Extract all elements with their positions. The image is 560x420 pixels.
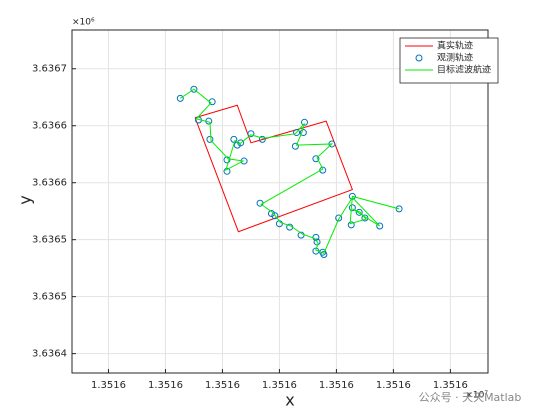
- marker: [190, 85, 198, 93]
- x-tick-label: 1.3516: [205, 380, 240, 391]
- marker: [291, 142, 299, 150]
- marker: [376, 222, 384, 230]
- legend-label: 真实轨迹: [437, 40, 473, 52]
- y-tick-label: 3.6366: [32, 178, 67, 189]
- marker: [355, 208, 363, 216]
- grid: [72, 30, 488, 373]
- y-multiplier: ×10⁶: [72, 18, 95, 28]
- legend-label: 目标滤波航迹: [437, 64, 491, 76]
- x-tick-label: 1.3516: [262, 380, 297, 391]
- marker: [206, 135, 214, 143]
- marker: [299, 129, 307, 137]
- y-tick-label: 3.6366: [32, 121, 67, 132]
- marker: [247, 130, 255, 138]
- axes-box: [71, 29, 489, 374]
- marker: [361, 214, 369, 222]
- marker: [301, 118, 309, 126]
- x-tick-label: 1.3516: [376, 380, 411, 391]
- legend-marker: [415, 54, 423, 62]
- x-tick-label: 1.3516: [91, 380, 126, 391]
- marker: [230, 135, 238, 143]
- x-tick-label: 1.3516: [433, 380, 468, 391]
- marker: [347, 221, 355, 229]
- marker: [395, 205, 403, 213]
- y-tick-label: 3.6365: [32, 235, 67, 246]
- y-tick-label: 3.6367: [32, 64, 67, 75]
- marker: [258, 135, 266, 143]
- y-tick-label: 3.6365: [32, 292, 67, 303]
- x-axis-label: x: [285, 391, 294, 410]
- x-tick-label: 1.3516: [319, 380, 354, 391]
- marker: [335, 214, 343, 222]
- plot-area: [176, 85, 403, 258]
- series-line: [194, 104, 354, 233]
- marker: [348, 204, 356, 212]
- marker: [223, 167, 231, 175]
- x-multiplier: ×10⁷: [465, 391, 488, 401]
- marker: [319, 166, 327, 174]
- x-tick-label: 1.3516: [148, 380, 183, 391]
- y-tick-label: 3.6364: [32, 349, 67, 360]
- series-line: [179, 88, 400, 255]
- marker: [176, 94, 184, 102]
- watermark: 公众号 · 天天Matlab: [419, 391, 522, 404]
- marker: [320, 250, 328, 258]
- marker: [271, 212, 279, 220]
- y-axis-label: y: [16, 195, 35, 204]
- marker: [293, 129, 301, 137]
- legend-label: 观测轨迹: [437, 52, 473, 64]
- marker: [312, 155, 320, 163]
